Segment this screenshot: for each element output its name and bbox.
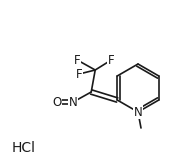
Text: F: F: [74, 53, 81, 66]
Text: N: N: [69, 95, 78, 109]
Text: F: F: [108, 53, 115, 66]
Text: N: N: [134, 105, 142, 119]
Text: HCl: HCl: [11, 141, 35, 155]
Text: F: F: [76, 68, 82, 81]
Text: O: O: [53, 95, 62, 109]
